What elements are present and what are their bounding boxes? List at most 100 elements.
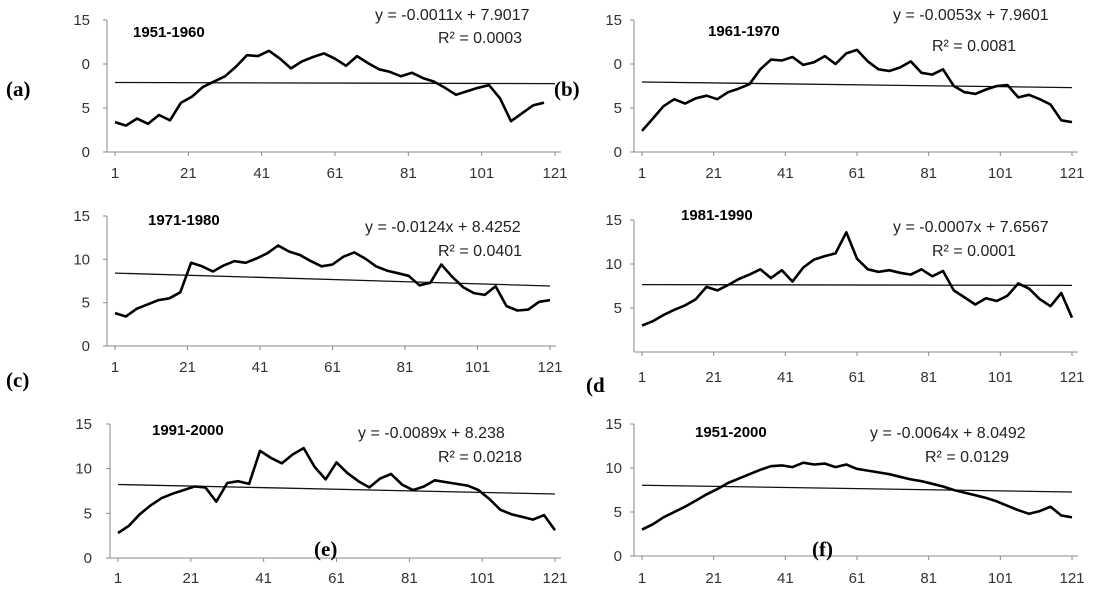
x-tick-label: 121: [537, 359, 562, 376]
panel-title: 1951-1960: [133, 24, 205, 41]
panel-letter: (a): [6, 77, 31, 101]
x-tick-label: 41: [252, 359, 269, 376]
x-tick-label: 61: [324, 359, 341, 376]
series-line: [117, 446, 557, 535]
trend-line: [114, 81, 556, 85]
y-tick-label: 5: [82, 100, 90, 117]
x-tick-label: 121: [542, 570, 567, 587]
trend-equation: y = -0.0124x + 8.4252: [365, 219, 521, 236]
x-tick-label: 21: [179, 359, 196, 376]
trend-equation: y = -0.0089x + 8.238: [358, 425, 505, 442]
x-tick-label: 21: [705, 369, 722, 386]
x-tick-label: 101: [470, 570, 495, 587]
y-tick-label: 5: [614, 100, 622, 117]
panel-letter: (d: [586, 373, 605, 397]
x-tick-label: 121: [1059, 570, 1084, 587]
x-tick-label: 121: [1059, 165, 1084, 182]
x-tick-label: 101: [988, 570, 1013, 587]
trend-equation: y = -0.0011x + 7.9017: [375, 7, 530, 24]
y-tick-label: 10: [73, 251, 90, 268]
x-tick-label: 1: [638, 570, 646, 587]
r-squared-label: R² = 0.0129: [925, 449, 1009, 466]
y-tick-label: 15: [605, 416, 622, 433]
x-tick-label: 41: [777, 369, 794, 386]
r-squared-label: R² = 0.0003: [438, 30, 522, 47]
y-tick-label: 0: [82, 338, 90, 355]
panel-letter: (b): [554, 77, 580, 101]
panel-title: 1981-1990: [681, 207, 753, 224]
x-tick-label: 1: [638, 369, 646, 386]
x-tick-label: 121: [542, 165, 567, 182]
trend-equation: y = -0.0007x + 7.6567: [893, 219, 1049, 236]
x-tick-label: 61: [849, 165, 866, 182]
x-tick-label: 21: [705, 570, 722, 587]
panel-title: 1951-2000: [695, 424, 767, 441]
y-tick-label: 5: [614, 300, 622, 317]
x-tick-label: 81: [400, 165, 417, 182]
x-tick-label: 101: [469, 165, 494, 182]
x-tick-label: 1: [111, 359, 119, 376]
y-tick-label: 10: [75, 461, 92, 478]
panel-letter: (c): [6, 368, 29, 392]
x-tick-label: 41: [255, 570, 272, 587]
panel-title: 1991-2000: [152, 422, 224, 439]
x-tick-label: 61: [328, 570, 345, 587]
x-tick-label: 1: [638, 165, 646, 182]
trend-line: [641, 484, 1073, 493]
x-tick-label: 81: [920, 369, 937, 386]
x-tick-label: 121: [1059, 369, 1084, 386]
x-tick-label: 1: [111, 165, 119, 182]
x-tick-label: 81: [920, 165, 937, 182]
x-tick-label: 1: [114, 570, 122, 587]
trend-line: [641, 283, 1073, 287]
y-tick-label: 0: [614, 56, 622, 73]
y-tick-label: 15: [75, 416, 92, 433]
x-tick-label: 61: [849, 570, 866, 587]
y-tick-label: 0: [614, 144, 622, 161]
x-tick-label: 41: [253, 165, 270, 182]
y-tick-label: 0: [82, 56, 90, 73]
r-squared-label: R² = 0.0001: [932, 243, 1016, 260]
x-tick-label: 21: [180, 165, 197, 182]
x-tick-label: 41: [777, 165, 794, 182]
panel-letter: (f): [812, 537, 833, 561]
y-tick-label: 10: [605, 256, 622, 273]
x-tick-label: 101: [465, 359, 490, 376]
trend-equation: y = -0.0064x + 8.0492: [870, 425, 1026, 442]
x-tick-label: 101: [988, 369, 1013, 386]
x-tick-label: 21: [182, 570, 199, 587]
y-tick-label: 5: [614, 504, 622, 521]
series-line: [114, 49, 545, 127]
panel-title: 1971-1980: [148, 212, 220, 229]
y-tick-label: 15: [605, 212, 622, 229]
r-squared-label: R² = 0.0218: [438, 449, 522, 466]
trend-equation: y = -0.0053x + 7.9601: [893, 7, 1049, 24]
series-line: [641, 231, 1074, 327]
x-tick-label: 81: [401, 570, 418, 587]
y-tick-label: 0: [82, 144, 90, 161]
panel-letter: (e): [314, 537, 337, 561]
panel-title: 1961-1970: [708, 23, 780, 40]
y-tick-label: 15: [605, 12, 622, 29]
y-tick-label: 10: [605, 460, 622, 477]
x-tick-label: 81: [397, 359, 414, 376]
r-squared-label: R² = 0.0081: [932, 38, 1016, 55]
x-tick-label: 81: [920, 570, 937, 587]
series-line: [641, 461, 1073, 531]
series-line: [641, 48, 1073, 132]
y-tick-label: 15: [73, 12, 90, 29]
x-tick-label: 21: [705, 165, 722, 182]
series-line: [114, 244, 551, 318]
y-tick-label: 0: [614, 548, 622, 565]
x-tick-label: 101: [988, 165, 1013, 182]
x-tick-label: 61: [327, 165, 344, 182]
r-squared-label: R² = 0.0401: [438, 243, 522, 260]
x-tick-label: 61: [849, 369, 866, 386]
x-tick-label: 41: [777, 570, 794, 587]
